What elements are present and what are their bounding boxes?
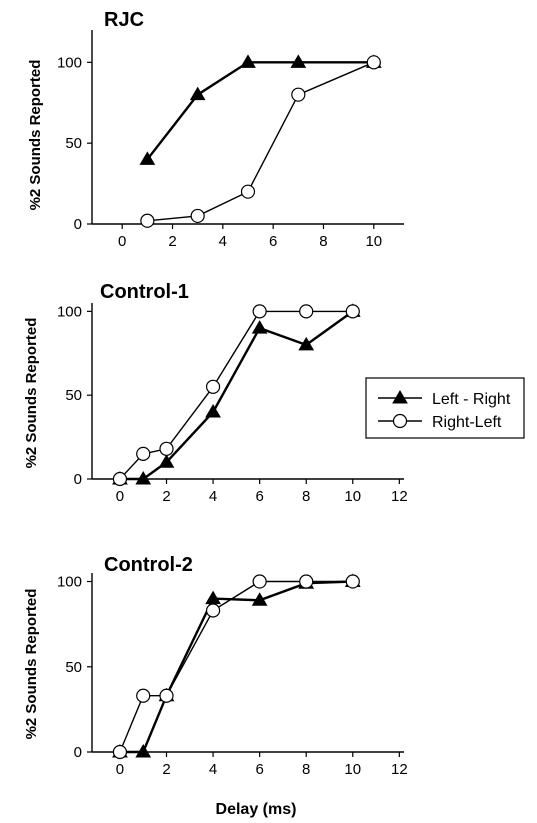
data-point-right-left-control-2 xyxy=(136,688,151,703)
data-point-right-left-control-2 xyxy=(205,603,221,618)
plot-area-control-1: 0 2 4 6 8 10 12 0 50 100 xyxy=(57,303,408,505)
data-point-left-right-rjc xyxy=(139,151,156,165)
x-tick-label-control-2: 12 xyxy=(391,761,408,778)
x-tick-label-control-1: 4 xyxy=(209,488,217,505)
y-tick-label-control-1: 0 xyxy=(74,471,82,488)
data-point-right-left-control-2 xyxy=(159,688,174,703)
x-tick-label-control-2: 4 xyxy=(209,761,217,778)
legend: Left - Right Right-Left xyxy=(365,377,525,439)
data-point-right-left-control-1 xyxy=(345,304,360,319)
data-point-right-left-control-2 xyxy=(112,744,128,760)
data-point-right-left-control-1 xyxy=(205,379,221,394)
data-point-left-right-control-2 xyxy=(251,592,268,606)
panel-title-control-1: Control-1 xyxy=(100,281,189,303)
data-point-right-left-control-2 xyxy=(252,574,267,589)
x-tick-label-control-1: 0 xyxy=(116,488,124,505)
x-axis-label: Delay (ms) xyxy=(216,801,297,818)
x-tick-label-rjc: 4 xyxy=(219,233,227,250)
y-axis-label-rjc: %2 Sounds Reported xyxy=(27,60,44,211)
x-tick-label-control-2: 10 xyxy=(344,761,361,778)
y-tick-label-control-2: 50 xyxy=(65,659,82,676)
data-point-right-left-control-1 xyxy=(136,446,151,461)
y-axis-label-control-1: %2 Sounds Reported xyxy=(23,318,40,469)
x-tick-label-control-2: 6 xyxy=(255,761,263,778)
legend-marker-right-left xyxy=(392,413,408,429)
x-tick-label-control-1: 12 xyxy=(391,488,408,505)
series-line-left-right-control-1 xyxy=(119,310,354,481)
data-point-right-left-control-1 xyxy=(299,304,314,319)
x-tick-label-rjc: 10 xyxy=(365,233,382,250)
x-tick-label-control-1: 10 xyxy=(344,488,361,505)
panel-control-1: Control-1 %2 Sounds Reported 0 2 4 6 8 10 12 0 5… xyxy=(23,281,408,505)
data-point-right-left-rjc xyxy=(366,55,381,70)
data-point-right-left-rjc xyxy=(291,87,306,102)
x-tick-label-control-2: 0 xyxy=(116,761,124,778)
data-point-right-left-control-2 xyxy=(345,574,360,589)
x-tick-label-rjc: 8 xyxy=(319,233,327,250)
data-point-right-left-control-1 xyxy=(112,471,128,487)
data-point-left-right-rjc xyxy=(240,54,256,68)
panel-title-control-2: Control-2 xyxy=(104,554,193,576)
legend-label-left-right: Left - Right xyxy=(432,391,511,408)
y-tick-label-rjc: 50 xyxy=(65,135,82,152)
y-tick-label-control-1: 50 xyxy=(65,387,82,404)
data-point-left-right-rjc xyxy=(290,54,307,68)
data-point-right-left-control-2 xyxy=(299,574,314,589)
x-tick-label-rjc: 6 xyxy=(269,233,277,250)
data-point-left-right-control-1 xyxy=(298,336,315,351)
legend-marker-left-right xyxy=(392,390,408,404)
data-point-right-left-rjc xyxy=(190,208,205,224)
data-point-left-right-control-2 xyxy=(205,590,221,605)
data-point-right-left-rjc xyxy=(240,184,256,199)
x-tick-label-control-1: 8 xyxy=(302,488,310,505)
x-tick-label-rjc: 2 xyxy=(168,233,176,250)
y-tick-label-rjc: 0 xyxy=(74,216,82,233)
y-tick-label-control-2: 0 xyxy=(74,744,82,761)
y-tick-label-control-2: 100 xyxy=(57,574,82,591)
panel-title-rjc: RJC xyxy=(104,9,144,31)
data-point-left-right-rjc xyxy=(189,86,206,101)
panel-control-2: Control-2 %2 Sounds Reported 0 2 4 6 8 10 12 0 5… xyxy=(23,554,408,778)
series-line-left-right-control-2 xyxy=(119,580,353,754)
plot-area-control-2: 0 2 4 6 8 10 12 0 50 100 xyxy=(57,573,408,778)
y-axis-label-control-2: %2 Sounds Reported xyxy=(23,589,40,740)
x-tick-label-control-1: 2 xyxy=(162,488,170,505)
data-point-right-left-control-1 xyxy=(252,304,267,319)
data-point-left-right-control-1 xyxy=(205,403,221,418)
series-line-right-left-rjc xyxy=(147,61,375,222)
x-tick-label-rjc: 0 xyxy=(118,233,126,250)
x-tick-label-control-2: 2 xyxy=(162,761,170,778)
x-tick-label-control-2: 8 xyxy=(302,761,310,778)
data-point-left-right-control-1 xyxy=(251,320,268,334)
data-point-left-right-control-2 xyxy=(135,744,152,758)
data-point-left-right-control-1 xyxy=(135,471,152,485)
data-point-right-left-control-1 xyxy=(159,441,174,456)
x-tick-label-control-1: 6 xyxy=(255,488,263,505)
data-point-left-right-control-1 xyxy=(158,454,175,468)
legend-label-right-left: Right-Left xyxy=(432,414,502,431)
data-point-right-left-rjc xyxy=(140,213,155,228)
legend-box xyxy=(365,377,525,439)
y-tick-label-control-1: 100 xyxy=(57,303,82,320)
y-tick-label-rjc: 100 xyxy=(57,54,82,71)
